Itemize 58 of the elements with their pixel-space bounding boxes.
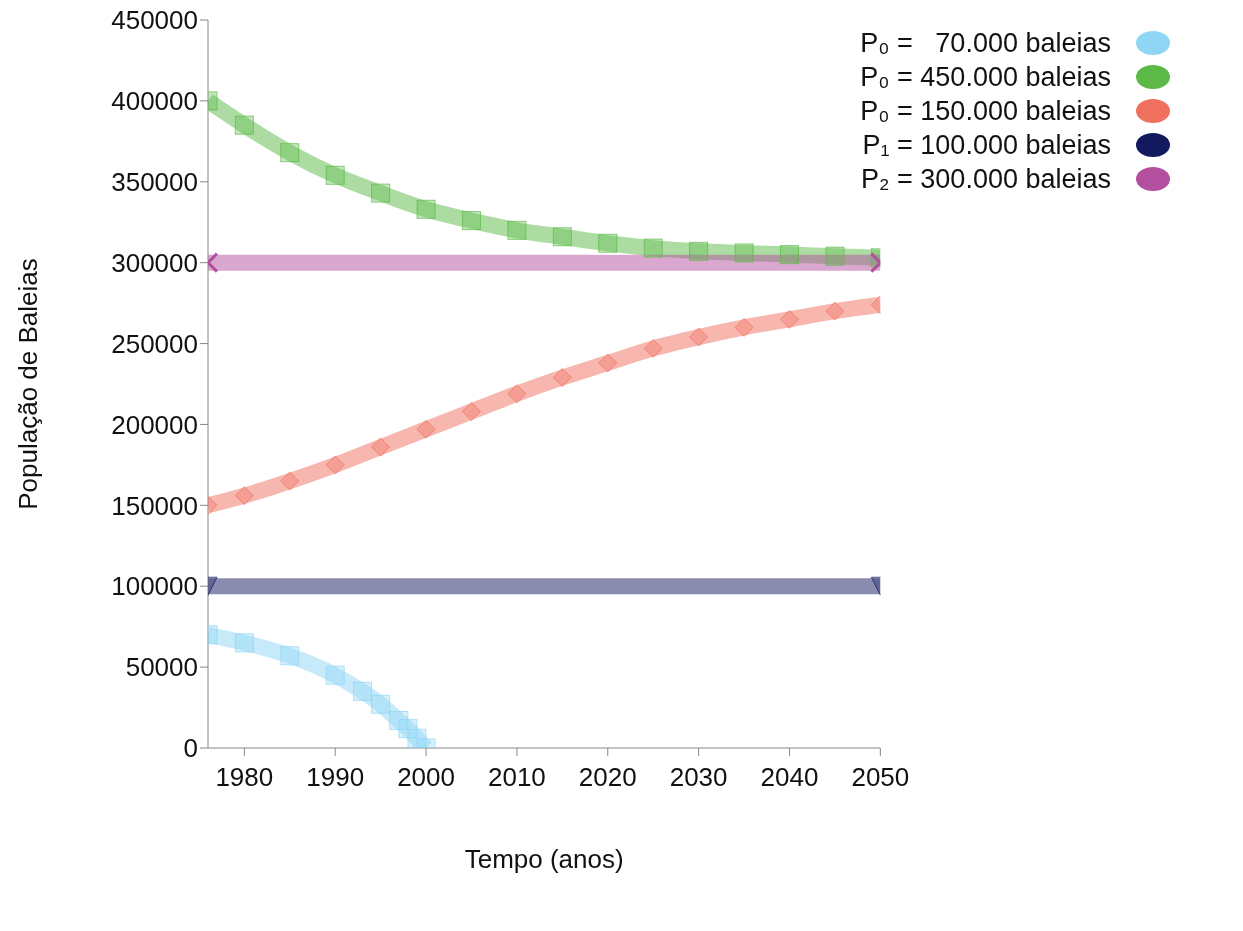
legend-label: P₀ = 150.000 baleias [860, 95, 1111, 127]
point [689, 327, 709, 347]
legend-label: P₀ = 450.000 baleias [860, 61, 1111, 93]
point [507, 220, 527, 240]
point [325, 455, 345, 475]
point [734, 317, 754, 337]
y-tick-label: 0 [183, 733, 198, 764]
point [779, 245, 799, 265]
point [598, 233, 618, 253]
x-tick-label: 2030 [669, 762, 728, 793]
legend-label: P₀ = 70.000 baleias [860, 27, 1111, 59]
point [689, 241, 709, 261]
x-tick-label: 2000 [397, 762, 455, 793]
y-axis-title: População de Baleias [13, 258, 44, 510]
point [325, 165, 345, 185]
y-tick-label: 350000 [111, 167, 198, 198]
y-tick-label: 450000 [111, 5, 198, 36]
point [552, 227, 572, 247]
point [461, 211, 481, 231]
point [643, 238, 663, 258]
point [825, 246, 845, 266]
point [371, 694, 391, 714]
y-tick-label: 50000 [125, 652, 198, 683]
x-tick-label: 1980 [215, 762, 274, 793]
point [416, 199, 436, 219]
point [598, 353, 618, 373]
x-tick-label: 2010 [487, 762, 546, 793]
point [643, 338, 663, 358]
point [371, 183, 391, 203]
legend-label: P₁ = 100.000 baleias [862, 129, 1111, 161]
point [552, 368, 572, 388]
point [461, 402, 481, 421]
point [325, 665, 345, 685]
point [234, 486, 254, 506]
point [280, 471, 300, 491]
point [352, 681, 372, 701]
point [825, 301, 845, 321]
point [734, 243, 754, 263]
point [779, 309, 799, 329]
point [371, 437, 391, 457]
point [280, 143, 300, 163]
legend-label: P₂ = 300.000 baleias [861, 163, 1111, 195]
y-tick-label: 200000 [111, 409, 198, 440]
point [416, 419, 436, 439]
y-tick-label: 250000 [111, 328, 198, 359]
y-tick-label: 300000 [111, 247, 198, 278]
x-tick-label: 2050 [851, 762, 910, 793]
point [280, 646, 300, 666]
point [234, 633, 254, 653]
x-tick-label: 2040 [760, 762, 819, 793]
point [234, 115, 254, 135]
point [507, 384, 527, 404]
x-tick-label: 2020 [578, 762, 637, 793]
y-tick-label: 400000 [111, 86, 198, 117]
x-axis-title: Tempo (anos) [464, 844, 624, 874]
y-tick-label: 100000 [111, 571, 198, 602]
x-tick-label: 1990 [306, 762, 365, 793]
y-tick-label: 150000 [111, 490, 198, 521]
